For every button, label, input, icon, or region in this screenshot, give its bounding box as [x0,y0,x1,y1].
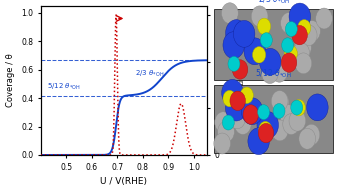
Text: 2/3 $\theta_{*\mathrm{OH}}$: 2/3 $\theta_{*\mathrm{OH}}$ [258,0,289,6]
Circle shape [279,105,296,125]
Circle shape [272,92,289,113]
Circle shape [251,6,268,27]
Y-axis label: Normalized current / μF cm⁻²: Normalized current / μF cm⁻² [237,28,243,133]
Circle shape [273,104,285,119]
Circle shape [241,98,263,125]
Circle shape [232,60,248,79]
Circle shape [228,57,240,71]
Circle shape [292,26,307,45]
Bar [214,9,333,80]
Circle shape [253,47,266,63]
Circle shape [261,63,278,84]
Circle shape [271,61,288,82]
Circle shape [298,20,311,36]
Circle shape [222,115,234,130]
Circle shape [258,18,271,35]
Text: 5/12 $\theta_{*\mathrm{OH}}$: 5/12 $\theta_{*\mathrm{OH}}$ [47,82,81,92]
Circle shape [218,121,234,142]
Circle shape [303,124,320,145]
Text: 5/12 $\theta_{*\mathrm{OH}}$: 5/12 $\theta_{*\mathrm{OH}}$ [255,68,292,80]
Circle shape [230,91,245,111]
Circle shape [223,32,244,59]
Circle shape [293,43,310,64]
X-axis label: U / V(RHE): U / V(RHE) [100,177,147,186]
Circle shape [240,87,253,104]
Circle shape [243,105,259,124]
Text: 2/3 $\theta_{*\mathrm{OH}}$: 2/3 $\theta_{*\mathrm{OH}}$ [135,69,165,79]
Circle shape [299,128,316,149]
Circle shape [235,114,251,134]
Circle shape [258,123,274,143]
Circle shape [289,110,306,131]
Circle shape [226,20,247,46]
Circle shape [214,133,231,154]
Circle shape [300,25,317,46]
Circle shape [215,112,232,133]
Circle shape [233,20,255,47]
Circle shape [271,91,288,112]
Y-axis label: Coverage / θ: Coverage / θ [6,53,16,107]
Circle shape [294,37,311,58]
Circle shape [244,38,266,65]
Circle shape [259,48,281,75]
Circle shape [291,100,303,115]
Circle shape [293,15,310,36]
Circle shape [257,112,278,138]
Circle shape [229,108,245,129]
Bar [214,85,333,153]
Circle shape [285,22,297,36]
Circle shape [223,90,236,107]
Circle shape [259,121,272,138]
Circle shape [259,51,276,72]
Circle shape [225,36,242,57]
Circle shape [225,94,247,121]
Circle shape [284,45,298,62]
Circle shape [289,3,310,30]
Circle shape [280,13,297,33]
Circle shape [222,79,243,106]
Circle shape [283,114,300,135]
Circle shape [248,128,269,155]
Circle shape [307,94,328,121]
Circle shape [281,53,297,72]
Circle shape [243,98,260,119]
Circle shape [316,8,333,29]
Circle shape [292,99,305,116]
Circle shape [222,3,238,24]
Circle shape [272,120,288,141]
Circle shape [304,21,320,42]
Circle shape [260,33,272,48]
Circle shape [258,105,270,120]
Circle shape [295,53,312,74]
Circle shape [282,38,293,53]
